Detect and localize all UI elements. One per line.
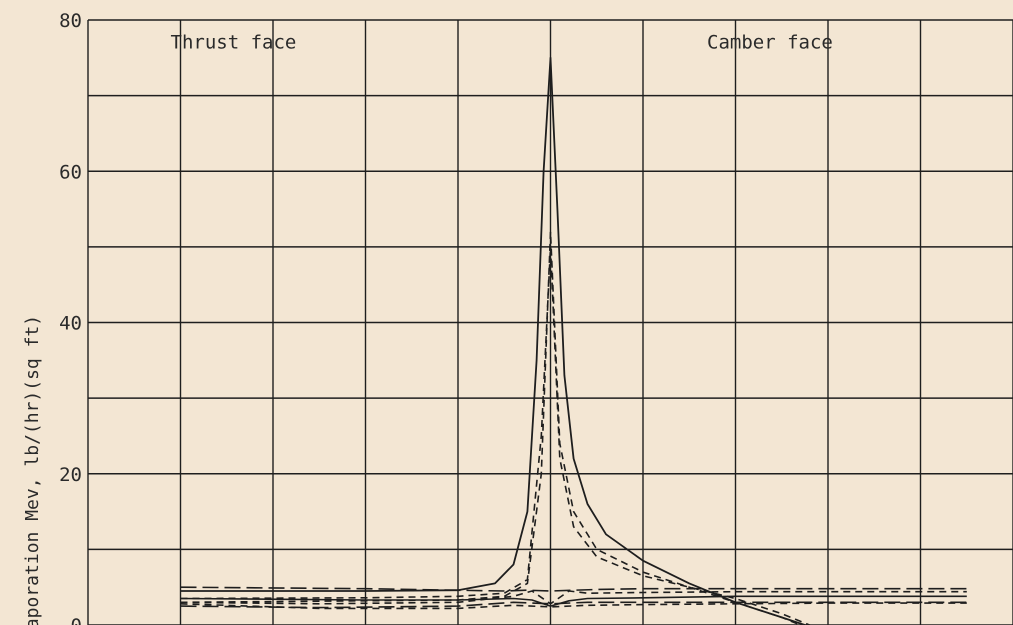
annotation-thrust-face: Thrust face — [171, 32, 297, 54]
y-tick-label: 80 — [59, 10, 82, 32]
y-tick-labels: 0 20 40 60 80 — [59, 10, 82, 625]
y-tick-label: 40 — [59, 313, 82, 335]
grid — [88, 20, 1013, 625]
y-axis-label: vaporation Mev, lb/(hr)(sq ft) — [22, 315, 43, 625]
series-lines — [181, 58, 967, 625]
series-line-2 — [181, 232, 875, 625]
series-line-7 — [181, 602, 967, 607]
series-line-3 — [181, 247, 875, 625]
series-line-6 — [181, 596, 967, 606]
y-tick-label: 20 — [59, 464, 82, 486]
series-line-1 — [181, 58, 875, 625]
annotation-camber-face: Camber face — [707, 32, 833, 54]
y-tick-label: 0 — [71, 615, 82, 625]
y-tick-label: 60 — [59, 161, 82, 183]
annotations: Thrust face Camber face — [171, 32, 833, 54]
